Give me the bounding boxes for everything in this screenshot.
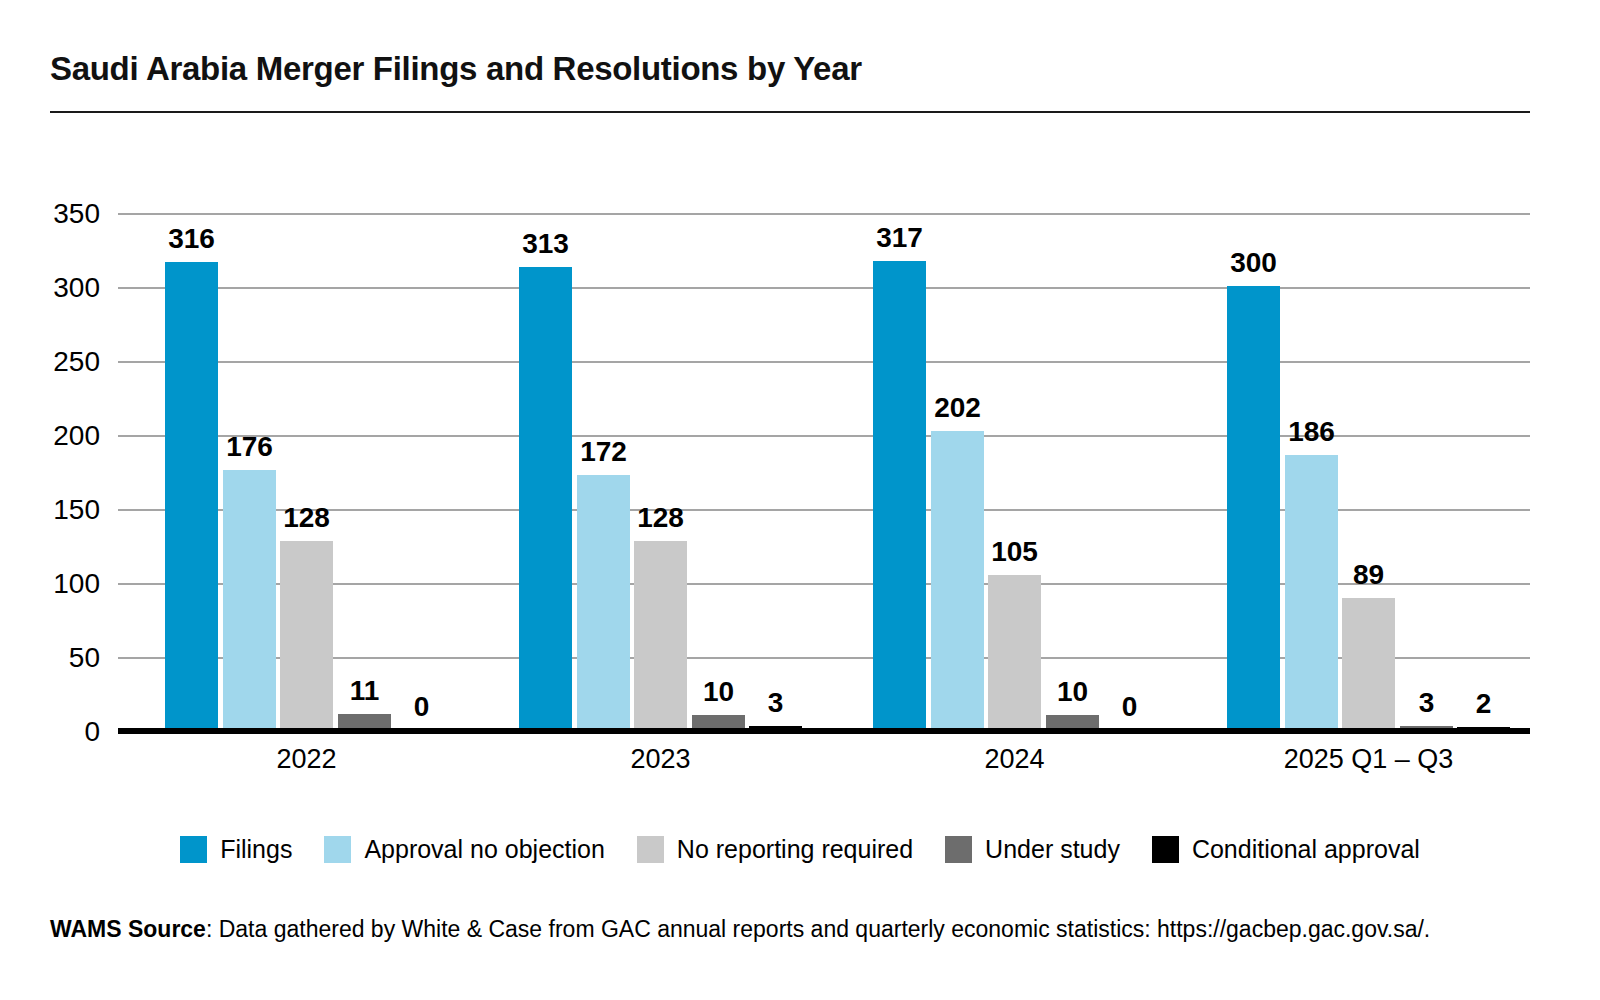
legend-swatch-no-reporting-required (637, 836, 664, 863)
value-label-filings-2024: 317 (876, 224, 923, 252)
legend-swatch-approval-no-objection (324, 836, 351, 863)
value-label-filings-2023: 313 (522, 230, 569, 258)
y-axis-tick-350: 350 (30, 200, 100, 228)
x-axis-label-2022: 2022 (276, 744, 336, 775)
chart-page: Saudi Arabia Merger Filings and Resoluti… (0, 0, 1600, 1000)
y-axis-tick-100: 100 (30, 570, 100, 598)
x-axis-line (118, 728, 1530, 734)
legend-item-filings: Filings (180, 835, 292, 864)
source-note-label: WAMS Source (50, 916, 206, 942)
value-label-no-reporting-required-2022: 128 (283, 504, 330, 532)
legend-label-filings: Filings (220, 835, 292, 864)
value-label-under-study-2024: 10 (1057, 678, 1088, 706)
value-label-approval-no-objection-2023: 172 (580, 438, 627, 466)
y-axis-tick-300: 300 (30, 274, 100, 302)
bar-approval-no-objection-2023 (577, 475, 630, 730)
bar-no-reporting-required-2022 (280, 541, 333, 730)
value-label-under-study-2022: 11 (350, 677, 380, 705)
legend-item-approval-no-objection: Approval no objection (324, 835, 604, 864)
legend-swatch-under-study (945, 836, 972, 863)
value-label-no-reporting-required-2024: 105 (991, 538, 1038, 566)
value-label-conditional-approval-2025-q1-q3: 2 (1476, 690, 1492, 718)
legend-label-under-study: Under study (985, 835, 1120, 864)
gridline-y-250 (118, 361, 1530, 363)
chart-legend: Filings Approval no objection No reporting… (0, 835, 1600, 864)
value-label-filings-2025-q1-q3: 300 (1230, 249, 1277, 277)
bar-approval-no-objection-2025-q1-q3 (1285, 455, 1338, 730)
y-axis-tick-250: 250 (30, 348, 100, 376)
bar-no-reporting-required-2024 (988, 575, 1041, 730)
value-label-under-study-2025-q1-q3: 3 (1419, 689, 1435, 717)
gridline-y-350 (118, 213, 1530, 215)
value-label-approval-no-objection-2022: 176 (226, 433, 273, 461)
value-label-approval-no-objection-2025-q1-q3: 186 (1288, 418, 1335, 446)
bar-filings-2024 (873, 261, 926, 730)
value-label-no-reporting-required-2025-q1-q3: 89 (1353, 561, 1384, 589)
value-label-no-reporting-required-2023: 128 (637, 504, 684, 532)
x-axis-label-2025-q1-q3: 2025 Q1 – Q3 (1284, 744, 1454, 775)
gridline-y-300 (118, 287, 1530, 289)
bar-filings-2025-q1-q3 (1227, 286, 1280, 730)
value-label-conditional-approval-2022: 0 (414, 693, 430, 721)
y-axis-tick-150: 150 (30, 496, 100, 524)
legend-item-conditional-approval: Conditional approval (1152, 835, 1420, 864)
bar-approval-no-objection-2024 (931, 431, 984, 730)
value-label-filings-2022: 316 (168, 225, 215, 253)
value-label-under-study-2023: 10 (703, 678, 734, 706)
value-label-conditional-approval-2023: 3 (768, 689, 784, 717)
legend-swatch-filings (180, 836, 207, 863)
bar-approval-no-objection-2022 (223, 470, 276, 730)
legend-item-under-study: Under study (945, 835, 1120, 864)
x-axis-label-2024: 2024 (984, 744, 1044, 775)
source-note: WAMS Source: Data gathered by White & Ca… (50, 916, 1430, 943)
y-axis-tick-200: 200 (30, 422, 100, 450)
legend-label-no-reporting-required: No reporting required (677, 835, 913, 864)
bar-filings-2023 (519, 267, 572, 730)
legend-label-approval-no-objection: Approval no objection (364, 835, 604, 864)
y-axis-tick-50: 50 (30, 644, 100, 672)
bar-filings-2022 (165, 262, 218, 730)
bar-no-reporting-required-2023 (634, 541, 687, 730)
source-note-text: : Data gathered by White & Case from GAC… (206, 916, 1430, 942)
legend-item-no-reporting-required: No reporting required (637, 835, 913, 864)
value-label-conditional-approval-2024: 0 (1122, 693, 1138, 721)
legend-swatch-conditional-approval (1152, 836, 1179, 863)
legend-label-conditional-approval: Conditional approval (1192, 835, 1420, 864)
value-label-approval-no-objection-2024: 202 (934, 394, 981, 422)
y-axis-tick-0: 0 (30, 718, 100, 746)
bar-no-reporting-required-2025-q1-q3 (1342, 598, 1395, 730)
x-axis-label-2023: 2023 (630, 744, 690, 775)
